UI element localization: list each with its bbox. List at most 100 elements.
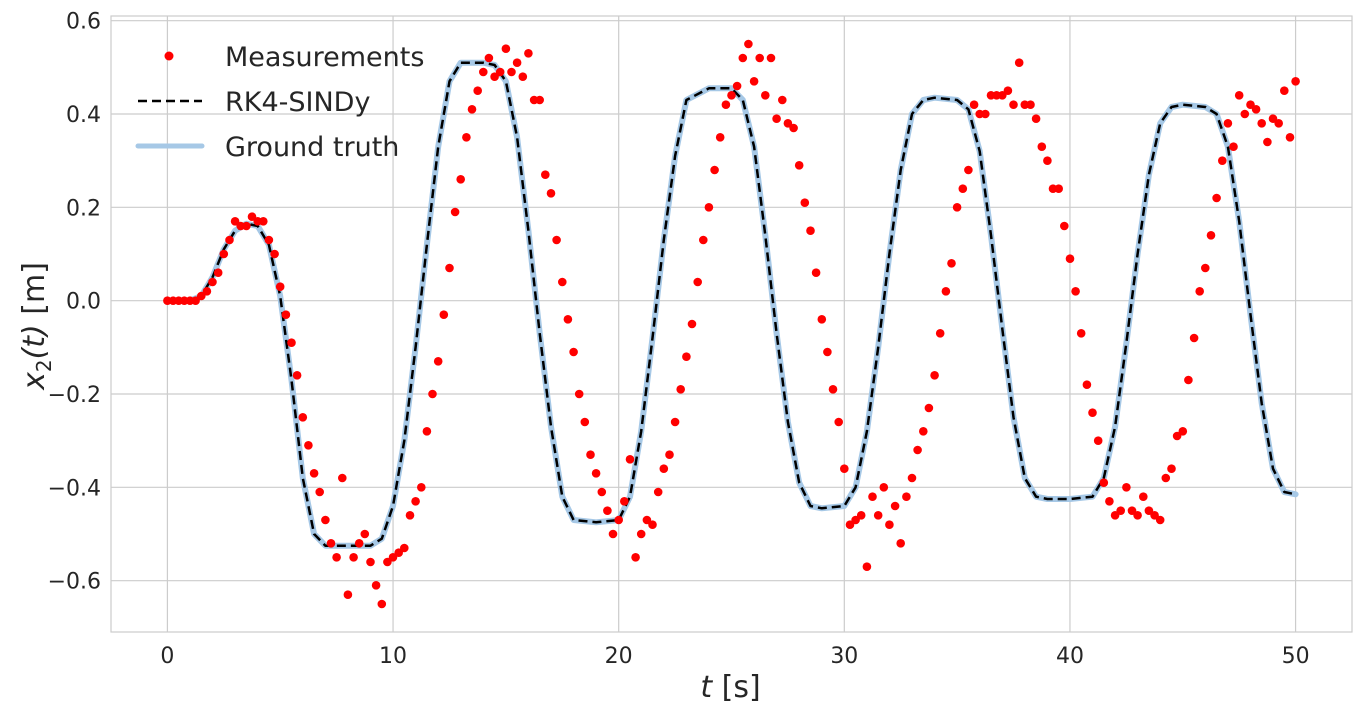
measurement-point	[552, 235, 561, 245]
measurement-point	[1229, 142, 1238, 151]
plot-frame	[110, 15, 1353, 633]
y-tick-label: −0.6	[48, 570, 101, 595]
measurement-point	[332, 553, 341, 562]
measurement-point	[321, 515, 330, 525]
x-tick-label: 0	[160, 644, 174, 669]
measurement-point	[806, 226, 815, 235]
measurement-point	[687, 319, 697, 329]
measurement-point	[1201, 263, 1210, 273]
measurement-point	[823, 347, 832, 357]
measurement-point	[428, 389, 437, 399]
measurement-point	[1003, 86, 1013, 95]
legend-measurements-marker	[164, 51, 174, 61]
measurement-point	[789, 123, 798, 133]
y-axis-ticks: −0.6 −0.4 −0.2 0.0 0.2 0.4 0.6	[48, 10, 101, 595]
measurement-point	[670, 417, 680, 427]
measurement-point	[219, 249, 229, 259]
measurement-point	[913, 445, 922, 455]
measurement-point	[603, 506, 612, 515]
measurement-point	[417, 483, 426, 492]
measurement-point	[1144, 506, 1154, 515]
measurement-point	[890, 501, 900, 511]
measurement-point	[1088, 408, 1097, 418]
measurement-point	[1189, 333, 1199, 343]
measurement-point	[721, 100, 731, 109]
y-axis-subscript: 2	[32, 359, 56, 372]
measurement-point	[682, 352, 691, 362]
measurement-point	[1093, 436, 1103, 446]
y-tick-label: 0.2	[66, 196, 101, 221]
x-tick-label: 50	[1282, 644, 1310, 669]
measurement-point	[580, 417, 590, 427]
measurement-point	[930, 371, 939, 380]
measurement-point	[569, 347, 578, 357]
x-tick-label: 10	[379, 644, 407, 669]
measurement-point	[935, 329, 945, 338]
measurement-point	[856, 511, 866, 520]
measurement-point	[326, 539, 336, 548]
measurement-point	[213, 268, 223, 278]
measurement-point	[958, 184, 968, 193]
measurement-point	[778, 95, 787, 105]
measurement-point	[309, 469, 319, 478]
y-tick-label: −0.4	[48, 476, 101, 501]
measurement-point	[727, 91, 736, 100]
measurement-point	[1263, 137, 1272, 147]
measurement-point	[749, 77, 759, 86]
measurement-point	[772, 114, 781, 123]
measurement-point	[1206, 231, 1216, 240]
y-tick-label: 0.4	[66, 103, 101, 128]
measurement-point	[484, 53, 494, 63]
measurement-point	[411, 497, 420, 506]
measurement-point	[704, 203, 714, 212]
measurement-point	[1285, 133, 1295, 142]
grid	[111, 16, 1352, 632]
measurement-point	[1116, 506, 1125, 515]
measurement-point	[1122, 483, 1131, 492]
measurement-point	[292, 371, 302, 380]
measurement-point	[377, 599, 387, 609]
measurements-series	[163, 39, 1300, 609]
measurement-point	[1251, 105, 1261, 114]
measurement-point	[518, 72, 528, 81]
measurement-point	[1223, 119, 1233, 128]
measurement-point	[1167, 464, 1176, 474]
measurement-point	[574, 389, 584, 399]
measurement-point	[343, 590, 353, 599]
measurement-point	[1218, 156, 1227, 165]
measurement-point	[304, 441, 313, 450]
measurement-point	[1172, 431, 1182, 441]
measurement-point	[710, 165, 719, 175]
measurement-point	[653, 487, 663, 497]
measurement-point	[1031, 114, 1041, 123]
measurement-point	[445, 263, 454, 273]
measurement-point	[501, 44, 511, 53]
measurement-point	[676, 385, 685, 394]
x-axis-ticks: 0 10 20 30 40 50	[160, 644, 1309, 669]
y-tick-label: 0.0	[66, 290, 101, 315]
measurement-point	[298, 413, 308, 422]
measurement-point	[919, 427, 928, 436]
measurement-point	[659, 464, 669, 474]
x-axis-unit: [s]	[712, 670, 761, 705]
measurement-point	[287, 338, 296, 348]
measurement-point	[456, 175, 466, 184]
measurement-point	[1155, 515, 1165, 525]
measurement-point	[400, 543, 409, 553]
measurement-point	[924, 403, 934, 413]
measurement-point	[225, 235, 234, 245]
measurement-point	[1071, 287, 1080, 296]
measurement-point	[563, 315, 573, 324]
measurement-point	[558, 277, 567, 287]
measurement-point	[281, 310, 291, 320]
measurement-point	[964, 165, 973, 175]
measurement-point	[388, 553, 398, 562]
measurement-point	[270, 249, 279, 259]
measurement-point	[546, 189, 556, 198]
x-tick-label: 30	[830, 644, 858, 669]
measurement-point	[1133, 511, 1142, 520]
measurement-point	[259, 217, 268, 226]
measurement-point	[885, 520, 894, 529]
measurement-point	[247, 212, 257, 221]
measurement-point	[828, 385, 838, 394]
